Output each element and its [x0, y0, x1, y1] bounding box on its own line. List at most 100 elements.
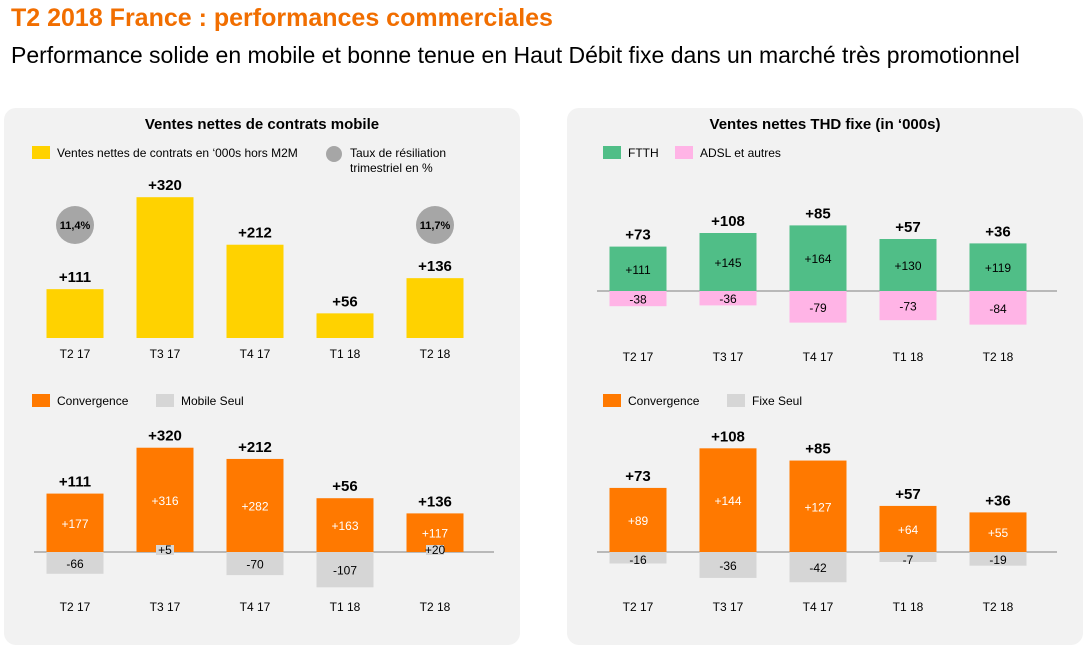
bar-convergence: [789, 460, 847, 552]
churn-rate-label: 11,7%: [420, 220, 451, 232]
x-tick-label: T2 17: [60, 600, 91, 614]
total-label: +73: [625, 468, 650, 485]
fixed-ftth-chart: +111 -38 +73 T2 17 +145 -36 +108 T3 17 +164 -79 +8…: [597, 205, 1057, 364]
value-label: +56: [332, 293, 357, 310]
x-tick-label: T1 18: [893, 600, 924, 614]
segment-label: -36: [719, 292, 737, 306]
legend-label-convergence: Convergence: [57, 394, 129, 408]
legend-label-fixed-only: Fixe Seul: [752, 394, 803, 408]
x-tick-label: T4 17: [803, 350, 834, 364]
bar-fixe-seul: [789, 552, 847, 583]
segment-label: +127: [804, 500, 831, 514]
segment-label: +282: [241, 499, 268, 513]
bar-convergence: [609, 487, 667, 552]
churn-rate-label: 11,4%: [60, 220, 91, 232]
mobile-panel-title: Ventes nettes de contrats mobile: [144, 116, 380, 133]
mobile-net-sales-chart: +111 T2 17 +320 T3 17 +212 T4 17 +56 T1 18 +136 T…: [46, 177, 464, 361]
segment-label: +130: [894, 259, 921, 273]
green-swatch-icon: [603, 146, 621, 159]
legend-label-fixed-convergence: Convergence: [628, 394, 700, 408]
value-label: +212: [238, 225, 272, 242]
segment-label: +119: [985, 261, 1011, 275]
segment-label: -19: [989, 553, 1007, 567]
legend-item-fixed-only: Fixe Seul: [727, 394, 802, 409]
x-tick-label: T1 18: [893, 350, 924, 364]
bar-ftth: [609, 246, 667, 291]
bar-mobile-seul: [156, 545, 174, 555]
legend-label-mobile-only: Mobile Seul: [181, 394, 244, 408]
total-label: +36: [985, 492, 1010, 509]
segment-label: +117: [422, 527, 448, 541]
legend-item-mobile-only: Mobile Seul: [156, 394, 244, 409]
value-label: +111: [59, 269, 91, 286]
segment-label: +64: [898, 523, 919, 537]
fixed-panel-title: Ventes nettes THD fixe (in ‘000s): [709, 116, 941, 133]
yellow-swatch-icon: [32, 146, 50, 159]
total-label: +36: [985, 223, 1010, 240]
bar-fixe-seul: [609, 552, 667, 564]
total-label: +73: [625, 227, 650, 244]
total-label: +108: [711, 213, 745, 230]
bar-convergence: [226, 458, 284, 552]
x-tick-label: T3 17: [150, 347, 181, 361]
segment-label: -73: [899, 300, 917, 314]
segment-label: -38: [629, 293, 647, 307]
pink-swatch-icon: [675, 146, 693, 159]
total-label: +57: [895, 486, 920, 503]
segment-label: -107: [333, 564, 357, 578]
x-tick-label: T3 17: [150, 600, 181, 614]
page-title: T2 2018 France : performances commercial…: [11, 4, 553, 32]
total-label: +108: [711, 428, 745, 445]
segment-label: +145: [714, 256, 741, 270]
x-tick-label: T2 17: [60, 347, 91, 361]
bar-adsl-et-autres: [609, 291, 667, 307]
x-tick-label: T2 17: [623, 600, 654, 614]
bar-ftth: [879, 239, 937, 291]
x-tick-label: T3 17: [713, 600, 744, 614]
bar-T2-18: [406, 278, 464, 338]
total-label: +56: [332, 478, 357, 495]
x-tick-label: T1 18: [330, 347, 361, 361]
bar-convergence: [879, 505, 937, 552]
bar-ftth: [789, 225, 847, 291]
bar-ftth: [699, 233, 757, 291]
segment-label: +111: [625, 263, 651, 277]
bar-mobile-seul: [226, 552, 284, 576]
legend-item-convergence: Convergence: [32, 394, 128, 409]
orange-swatch-icon: [32, 394, 50, 407]
gray-swatch-icon: [727, 394, 745, 407]
legend-label-ftth: FTTH: [628, 146, 659, 160]
legend-item-fixed-convergence: Convergence: [603, 394, 699, 409]
bar-T1-18: [316, 313, 374, 338]
legend-label-churn: Taux de résiliation trimestriel en %: [350, 146, 447, 175]
legend-item-adsl: ADSL et autres: [675, 146, 781, 161]
x-tick-label: T2 18: [420, 347, 451, 361]
segment-label: +20: [425, 543, 446, 557]
total-label: +57: [895, 219, 920, 236]
bar-mobile-seul: [316, 552, 374, 588]
value-label: +136: [418, 258, 452, 275]
segment-label: -16: [629, 553, 647, 567]
bar-fixe-seul: [969, 552, 1027, 566]
total-label: +85: [805, 205, 830, 222]
segment-label: +164: [804, 252, 831, 266]
fixed-thd-panel: Ventes nettes THD fixe (in ‘000s) FTTH A…: [567, 108, 1083, 645]
gray-swatch-icon: [156, 394, 174, 407]
total-label: +136: [418, 493, 452, 510]
legend-label-net-sales: Ventes nettes de contrats en ‘000s hors …: [57, 146, 298, 160]
segment-label: -70: [246, 558, 264, 572]
x-tick-label: T1 18: [330, 600, 361, 614]
x-tick-label: T4 17: [240, 347, 271, 361]
segment-label: +177: [61, 517, 88, 531]
value-label: +320: [148, 177, 182, 194]
mobile-convergence-chart: +177 -66 +111 T2 17 +316 +5 +320 T3 17 +282 -70 +2…: [34, 428, 494, 614]
mobile-sales-panel: Ventes nettes de contrats mobile Ventes …: [4, 108, 520, 645]
legend-item-churn: Taux de résiliation trimestriel en %: [326, 146, 470, 176]
bar-mobile-seul: [46, 552, 104, 574]
total-label: +85: [805, 441, 830, 458]
segment-label: +163: [331, 519, 358, 533]
fixed-convergence-chart: +89 -16 +73 T2 17 +144 -36 +108 T3 17 +127 -42 +85…: [597, 428, 1057, 614]
bar-convergence: [699, 448, 757, 552]
page-subtitle: Performance solide en mobile et bonne te…: [11, 42, 1020, 68]
segment-label: -66: [66, 557, 84, 571]
